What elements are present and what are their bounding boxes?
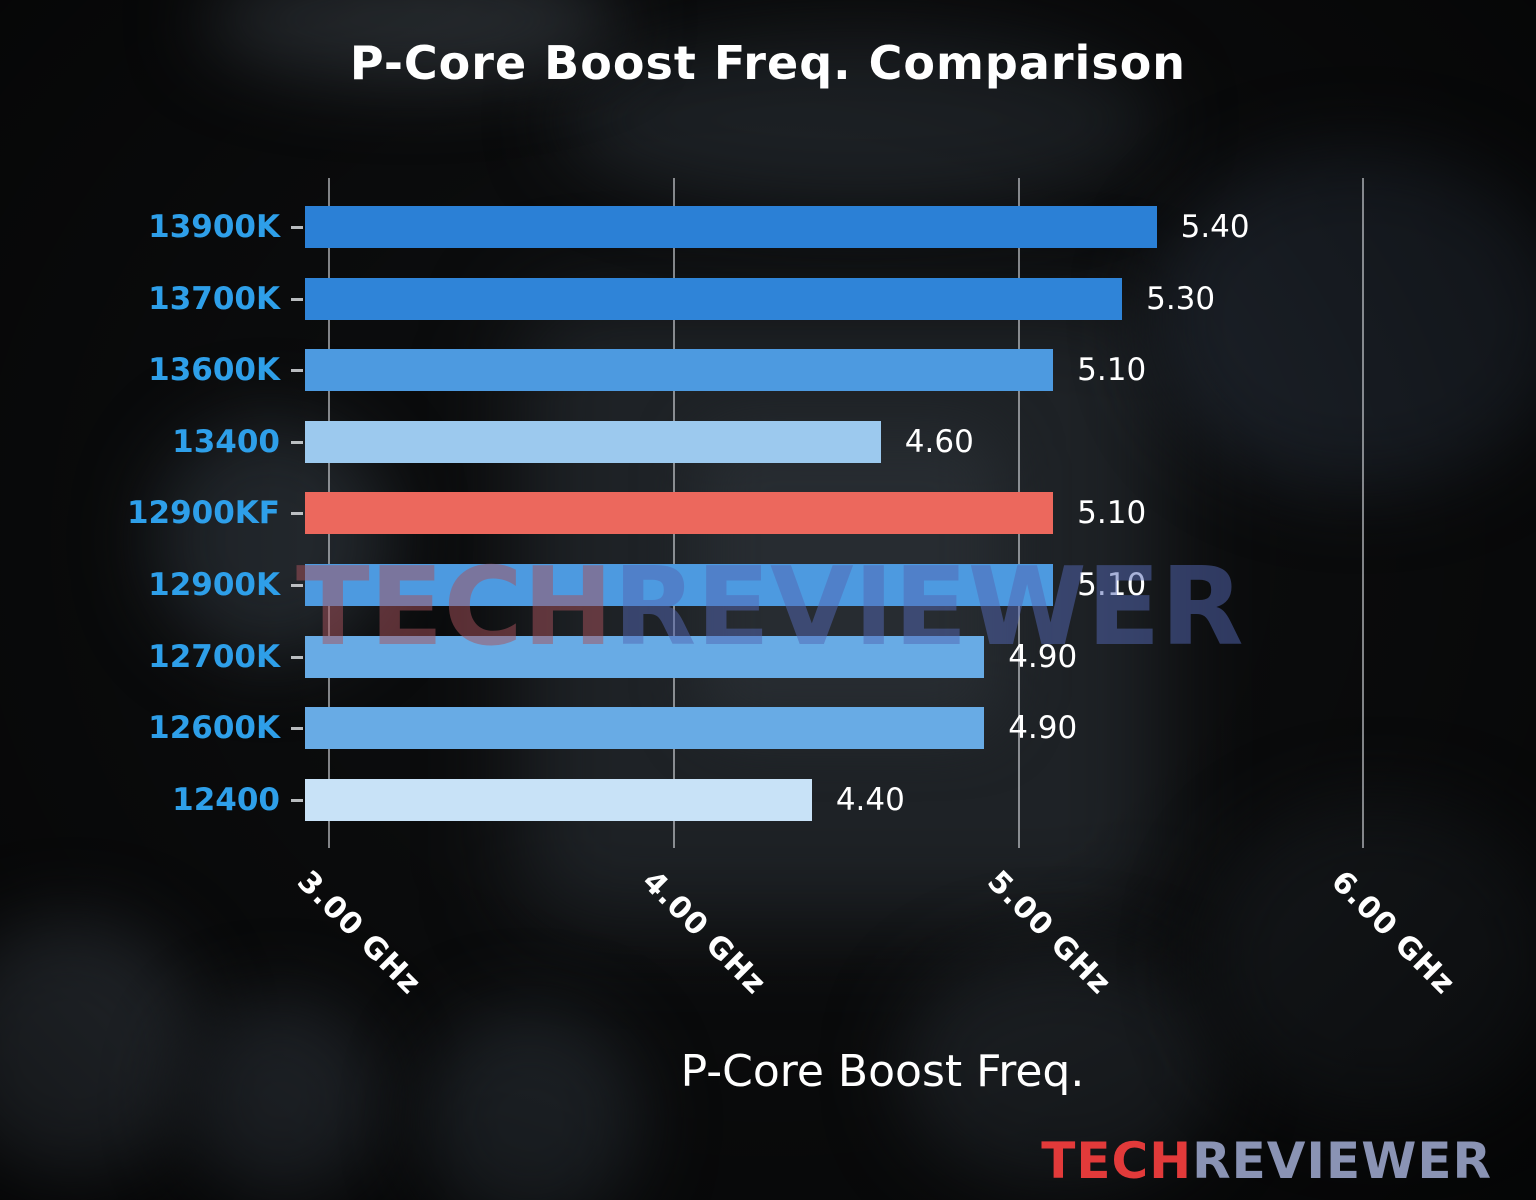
gridline — [1362, 178, 1365, 848]
bar-12700K — [305, 635, 985, 678]
value-label: 5.10 — [1077, 567, 1147, 603]
bar-13900K — [305, 206, 1157, 248]
y-tick — [291, 655, 303, 659]
y-tick — [291, 226, 303, 229]
category-label: 13700K — [148, 280, 280, 317]
category-label: 13400 — [172, 423, 280, 460]
category-label: 12900K — [148, 567, 280, 603]
category-label: 12700K — [148, 638, 280, 675]
brand-logo: TECHREVIEWER — [1041, 1132, 1492, 1190]
category-label: 13900K — [148, 209, 280, 245]
x-axis-label: P-Core Boost Freq. — [680, 1046, 1085, 1097]
chart-title: P-Core Boost Freq. Comparison — [349, 36, 1187, 90]
bar-12900KF — [305, 492, 1054, 535]
bar-13700K — [305, 277, 1123, 320]
bar-13400 — [305, 420, 881, 463]
category-label: 12900KF — [126, 495, 280, 532]
logo-reviewer: REVIEWER — [1192, 1132, 1492, 1190]
y-tick — [291, 512, 303, 516]
value-label: 4.90 — [1008, 638, 1078, 675]
category-label: 12600K — [148, 710, 280, 747]
plot-area: 3.00 GHz 4.00 GHz 5.00 GHz 6.00 GHz 13900K 5.… — [127, 178, 1462, 1002]
y-tick — [291, 584, 303, 587]
category-label: 13600K — [148, 352, 280, 389]
logo-tech: TECH — [1041, 1132, 1193, 1190]
y-tick — [291, 297, 303, 301]
bar-12600K — [305, 707, 985, 750]
bar-12900K — [305, 564, 1054, 606]
y-tick — [291, 798, 303, 802]
value-label: 4.60 — [904, 423, 974, 460]
bar-13600K — [305, 349, 1054, 392]
bar-12400 — [305, 778, 812, 821]
value-label: 5.10 — [1077, 352, 1147, 389]
value-label: 4.90 — [1008, 710, 1078, 747]
category-label: 12400 — [172, 781, 280, 818]
value-label: 5.30 — [1146, 280, 1216, 317]
y-tick — [291, 440, 303, 444]
y-tick — [291, 727, 303, 731]
value-label: 5.40 — [1180, 209, 1250, 245]
value-label: 5.10 — [1077, 495, 1147, 532]
y-tick — [291, 369, 303, 373]
value-label: 4.40 — [835, 781, 905, 818]
